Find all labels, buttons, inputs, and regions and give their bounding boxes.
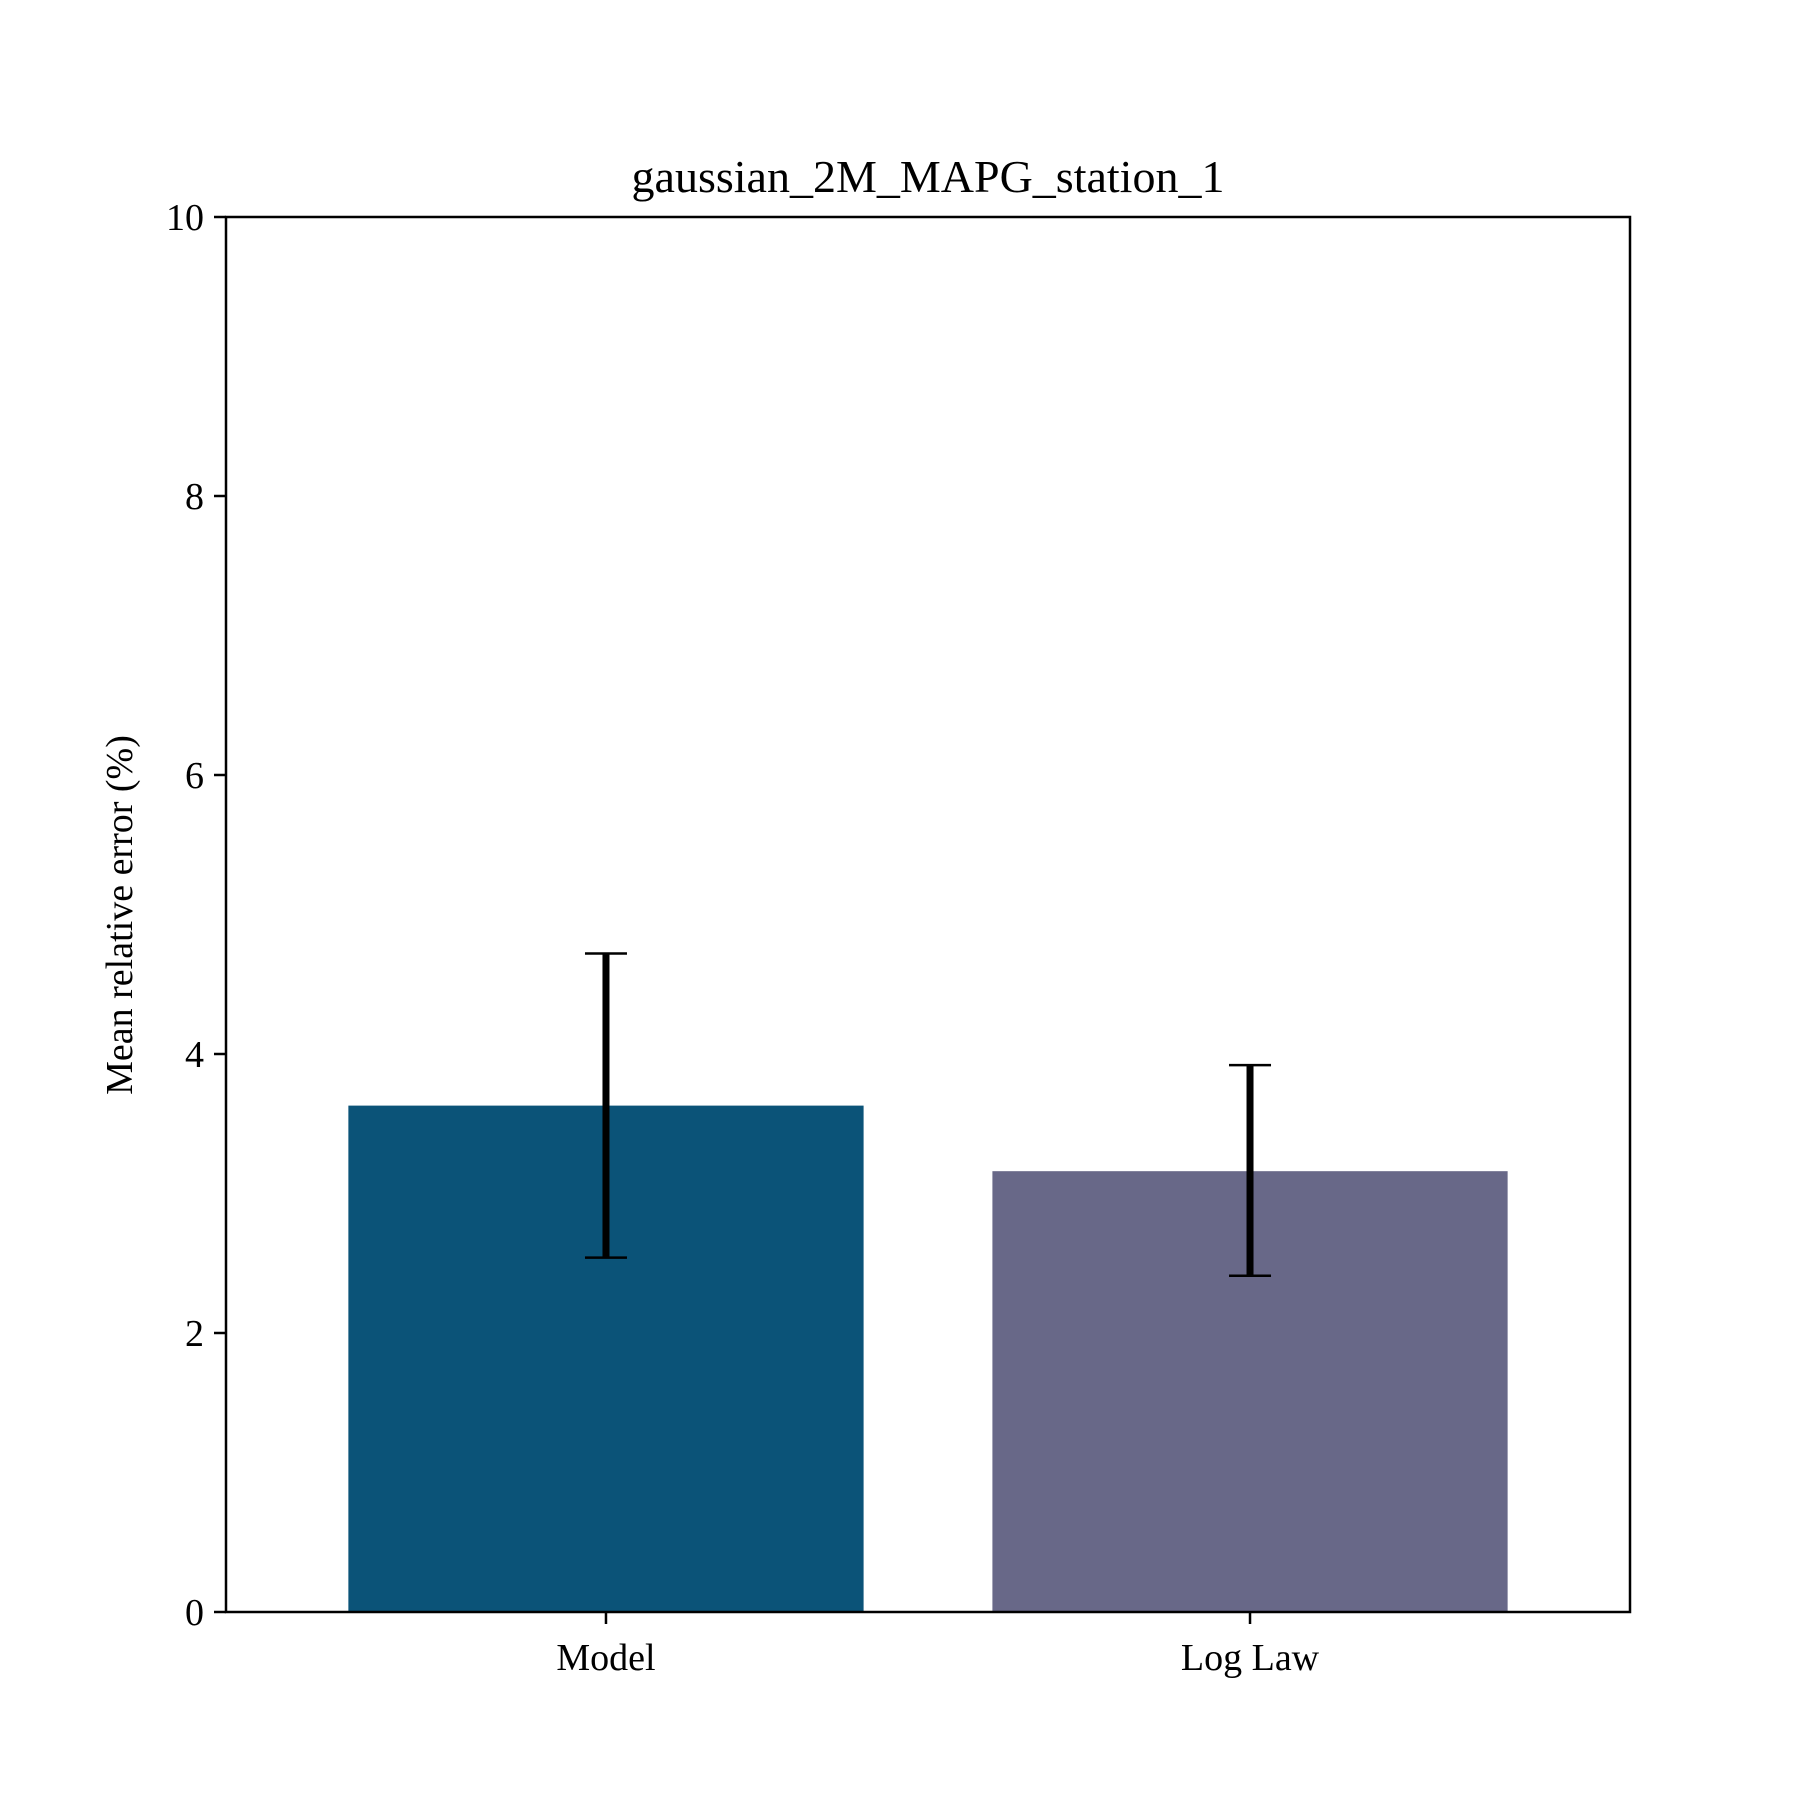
y-tick-label: 2 — [185, 1313, 204, 1355]
y-tick-label: 10 — [166, 197, 204, 239]
chart-title: gaussian_2M_MAPG_station_1 — [632, 151, 1225, 202]
x-tick-label: Model — [556, 1637, 655, 1679]
y-tick-label: 0 — [185, 1592, 204, 1634]
plot-area: 0 2 4 6 8 10 Model Log Law — [166, 197, 1508, 1679]
error-bar-log-law — [1229, 1063, 1272, 1278]
x-tick-label: Log Law — [1181, 1637, 1320, 1679]
error-bar-model — [584, 952, 627, 1259]
y-axis-label: Mean relative error (%) — [99, 735, 141, 1095]
y-tick-label: 4 — [185, 1034, 204, 1076]
y-tick-label: 6 — [185, 755, 204, 797]
y-tick-label: 8 — [185, 476, 204, 518]
axes-frame — [224, 215, 1632, 1614]
